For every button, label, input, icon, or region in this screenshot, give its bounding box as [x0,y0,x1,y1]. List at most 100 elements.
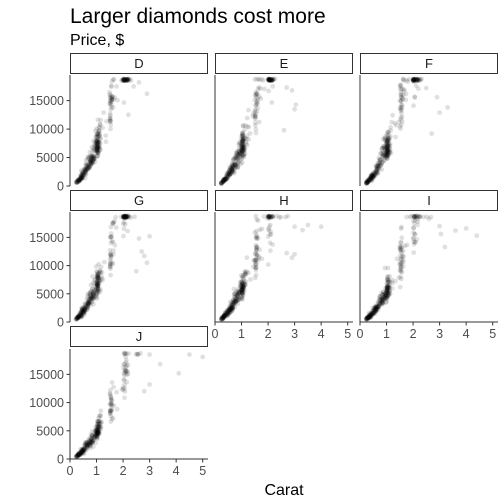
data-point [239,147,245,153]
data-point [231,300,237,305]
data-point [78,175,83,181]
data-point [125,77,130,83]
data-point [94,283,100,289]
data-point [73,317,79,322]
data-point [239,144,245,150]
data-point [225,307,231,313]
data-point [229,168,235,174]
data-point [367,177,372,183]
data-point [237,279,243,285]
data-point [385,148,391,154]
data-point [87,303,93,308]
data-point [233,298,238,304]
data-point [221,176,227,182]
data-point [386,284,392,289]
data-point [77,313,83,319]
data-point [398,83,403,89]
data-point [405,79,410,85]
data-point [370,311,376,316]
data-point [96,420,102,425]
data-point [101,259,107,265]
data-point [370,174,375,180]
data-point [104,118,109,124]
data-point [267,78,272,83]
facet-strip [215,190,353,211]
data-point [94,286,100,292]
data-point [109,416,115,422]
data-point [121,371,127,376]
data-point [413,78,419,84]
data-point [232,294,238,300]
data-point [95,275,101,281]
data-point [266,214,272,219]
data-point [221,314,227,320]
data-point [95,281,101,286]
data-point [385,153,391,158]
data-point [267,77,273,83]
data-point [255,101,260,107]
data-point [229,165,234,171]
data-point [74,180,80,185]
data-point [373,163,379,169]
data-point [242,151,248,157]
data-point [86,299,92,304]
data-point [241,282,247,288]
data-point [254,91,259,97]
data-point [93,264,99,269]
data-point [379,159,385,165]
data-point [83,304,88,310]
data-point [95,285,101,291]
data-point [110,105,116,110]
data-point [229,168,235,174]
data-point [80,308,86,314]
data-point [229,304,235,310]
data-point [87,297,93,302]
data-point [364,316,370,322]
data-point [239,147,245,153]
data-point [367,176,373,182]
data-point [372,307,377,313]
data-point [398,108,404,114]
data-point [252,116,258,121]
data-point [230,305,236,311]
data-point [95,153,100,159]
data-point [76,313,82,319]
data-point [365,314,371,319]
data-point [97,267,103,273]
data-point [252,259,258,264]
data-point [85,301,91,306]
data-point [227,167,232,173]
data-point [398,266,404,271]
data-point [398,102,404,108]
data-point [412,94,417,100]
data-point [386,285,392,291]
data-point [385,141,391,147]
y-tick-label: 0 [57,316,64,330]
data-point [365,315,370,321]
data-point [219,180,225,185]
data-point [399,276,404,282]
data-point [78,176,84,182]
data-point [77,313,83,319]
data-point [386,152,392,158]
data-point [108,117,113,123]
data-point [88,154,94,160]
data-point [81,171,86,177]
data-point [222,178,228,183]
data-point [404,242,410,248]
data-point [243,123,248,128]
data-point [94,143,100,148]
data-point [256,255,262,261]
data-point [385,283,391,289]
data-point-outlier [200,354,206,360]
data-point [95,283,101,289]
data-point [397,267,403,273]
data-point [381,295,387,301]
data-point [122,213,127,219]
data-point [98,287,103,292]
data-point [80,173,86,178]
data-point [233,299,238,305]
data-point [227,172,233,178]
data-point [226,310,232,316]
data-point [122,78,128,84]
